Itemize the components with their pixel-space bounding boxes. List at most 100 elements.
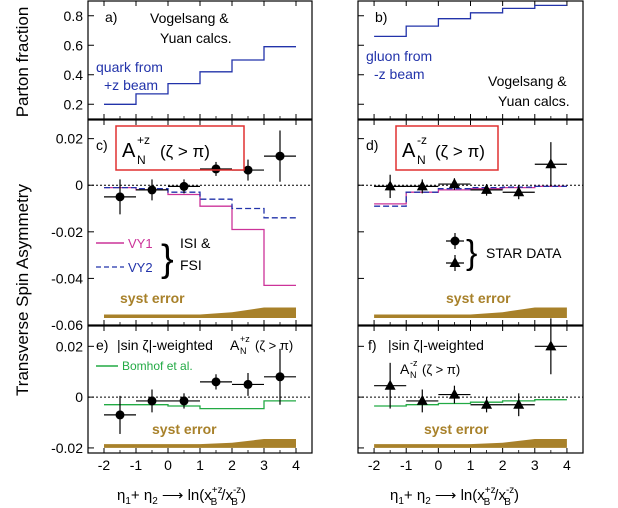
y-tick-label-a: 0.6: [64, 37, 84, 53]
svg-text:η1+ η2 ⟶ ln(x+zB/x-zB): η1+ η2 ⟶ ln(x+z B/x-z B): [390, 485, 519, 508]
an-plus-A: A: [122, 140, 136, 162]
an-minus-cond: (ζ > π): [435, 142, 485, 161]
gluon-label-line2: -z beam: [374, 66, 425, 82]
data-point-e: [147, 396, 157, 406]
gluon-label-line1: gluon from: [366, 48, 432, 64]
vy-calcs-line2-b: Yuan calcs.: [498, 93, 570, 109]
gluon-fraction-series: [374, 4, 567, 38]
quark-fraction-series: [104, 46, 296, 105]
panel-f-label: f): [368, 337, 377, 353]
data-point-e: [243, 379, 253, 389]
star-legend-circle-marker: [450, 236, 460, 246]
y-tick-label-c: 0.02: [56, 131, 83, 147]
syst-error-label-f: syst error: [424, 421, 489, 437]
data-point-d: [384, 180, 396, 191]
an-minus-sub: N: [417, 153, 426, 167]
x-tick-label-f: 2: [499, 457, 507, 473]
syst-error-label-d: syst error: [446, 290, 511, 306]
vy-calcs-line2-a: Yuan calcs.: [160, 30, 232, 46]
legend-vy2-label: VY2: [128, 260, 153, 275]
theory-vy2-d: [374, 185, 567, 207]
y-tick-label-a: 0.4: [64, 67, 84, 83]
data-point-e: [115, 410, 125, 420]
an-minus-A: A: [402, 140, 416, 162]
theory-bomhof-et-al--f: [374, 399, 567, 407]
y-tick-label-c: -0.02: [51, 224, 83, 240]
x-tick-label-f: 3: [531, 457, 539, 473]
left-ylabel-top: Parton fraction: [13, 7, 32, 118]
panel-e-A: A: [230, 337, 240, 353]
an-plus-sub: N: [137, 153, 146, 167]
xlabel-left: η1+ η2 ⟶ ln(x+z B/x-z B): [117, 485, 246, 508]
x-tick-label-e: 4: [292, 457, 300, 473]
panel-f-title: |sin ζ|-weighted: [388, 337, 484, 353]
legend-fsi: FSI: [180, 257, 202, 273]
quark-label-line1: quark from: [96, 59, 163, 75]
syst-error-label-e: syst error: [152, 421, 217, 437]
panel-f-sub: N: [410, 370, 417, 380]
syst-band-d: [374, 307, 567, 318]
data-point-f: [416, 394, 428, 405]
data-point-c: [275, 151, 285, 161]
legend-vy1-label: VY1: [128, 236, 153, 251]
legend-brace: }: [161, 238, 174, 280]
data-point-e: [275, 372, 285, 382]
data-point-f: [384, 379, 396, 390]
data-point-c: [115, 192, 125, 202]
data-point-c: [243, 165, 253, 175]
data-point-f: [448, 388, 460, 399]
data-point-d: [545, 158, 557, 169]
x-tick-label-e: 3: [260, 457, 268, 473]
x-tick-label-e: 0: [164, 457, 172, 473]
syst-error-label-c: syst error: [120, 290, 185, 306]
panel-e-sup: +z: [240, 334, 250, 344]
data-point-c: [211, 164, 221, 174]
panel-e-label: e): [96, 337, 108, 353]
star-legend-brace: }: [466, 234, 477, 272]
syst-band-f: [374, 439, 567, 448]
x-tick-label-f: -1: [400, 457, 413, 473]
xlabel-right: η1+ η2 ⟶ ln(x+z B/x-z B): [390, 485, 519, 508]
panel-c-label: c): [96, 137, 108, 153]
data-point-d: [416, 180, 428, 191]
panel-a-label: a): [105, 9, 117, 25]
data-point-c: [179, 181, 189, 191]
data-point-f: [545, 340, 557, 351]
data-point-c: [147, 185, 157, 195]
data-point-f: [481, 398, 493, 409]
an-plus-cond: (ζ > π): [160, 142, 210, 161]
x-tick-label-f: -2: [368, 457, 381, 473]
panel-b-label: b): [375, 9, 387, 25]
y-tick-label-a: 0.8: [64, 8, 84, 24]
panel-e-cond: (ζ > π): [255, 338, 293, 353]
vy-calcs-line1-b: Vogelsang &: [488, 73, 567, 89]
syst-band-c: [104, 307, 296, 318]
x-tick-label-e: 1: [196, 457, 204, 473]
panel-d-label: d): [366, 137, 378, 153]
data-point-d: [513, 186, 525, 197]
data-point-d: [448, 178, 460, 189]
panel-e-title: |sin ζ|-weighted: [117, 337, 213, 353]
x-tick-label-e: -2: [98, 457, 111, 473]
x-tick-label-f: 4: [563, 457, 571, 473]
y-tick-label-c: -0.06: [51, 317, 83, 333]
data-point-e: [211, 377, 221, 387]
data-point-f: [513, 398, 525, 409]
vy-calcs-line1-a: Vogelsang &: [150, 10, 229, 26]
syst-band-e: [104, 439, 296, 448]
data-point-e: [179, 396, 189, 406]
theory-vy2-c: [104, 186, 296, 219]
quark-label-line2: +z beam: [104, 77, 158, 93]
an-minus-sup: -z: [417, 133, 427, 147]
an-plus-box: [115, 125, 245, 171]
panel-f-sup: -z: [410, 358, 418, 368]
y-tick-label-a: 0.2: [64, 96, 84, 112]
theory-bomhof-et-al--e: [104, 400, 296, 410]
star-data-label: STAR DATA: [486, 245, 562, 261]
y-tick-label-c: 0: [75, 177, 83, 193]
legend-isi: ISI &: [180, 235, 211, 251]
x-tick-label-f: 0: [434, 457, 442, 473]
y-tick-label-e: -0.02: [51, 440, 83, 456]
an-plus-sup: +z: [137, 133, 150, 147]
